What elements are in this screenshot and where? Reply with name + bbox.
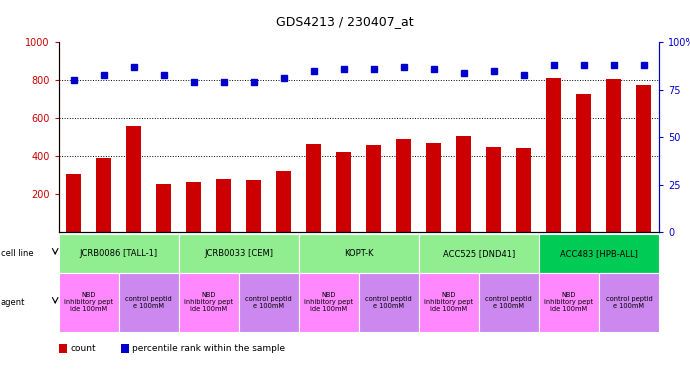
Bar (419, 234, 539, 273)
Text: agent: agent (1, 298, 25, 307)
Text: control peptid
e 100mM: control peptid e 100mM (606, 296, 652, 309)
Text: NBD
inhibitory pept
ide 100mM: NBD inhibitory pept ide 100mM (424, 292, 473, 313)
Bar (486, 147, 502, 232)
Text: ACC525 [DND41]: ACC525 [DND41] (443, 249, 515, 258)
Bar (126, 126, 141, 232)
Bar (121, 344, 129, 353)
Bar (96, 158, 111, 232)
Text: percentile rank within the sample: percentile rank within the sample (132, 344, 286, 353)
Text: NBD
inhibitory pept
ide 100mM: NBD inhibitory pept ide 100mM (304, 292, 353, 313)
Bar (179, 234, 299, 273)
Bar (539, 273, 599, 332)
Text: control peptid
e 100mM: control peptid e 100mM (486, 296, 532, 309)
Text: NBD
inhibitory pept
ide 100mM: NBD inhibitory pept ide 100mM (544, 292, 593, 313)
Bar (299, 273, 359, 332)
Bar (246, 180, 262, 232)
Bar (479, 273, 539, 332)
Bar (59, 273, 119, 332)
Text: GDS4213 / 230407_at: GDS4213 / 230407_at (276, 15, 414, 28)
Bar (179, 273, 239, 332)
Text: cell line: cell line (1, 249, 33, 258)
Bar (366, 145, 382, 232)
Bar (426, 143, 442, 232)
Text: JCRB0086 [TALL-1]: JCRB0086 [TALL-1] (79, 249, 158, 258)
Bar (516, 148, 531, 232)
Bar (336, 152, 351, 232)
Bar (306, 144, 322, 232)
Bar (59, 344, 67, 353)
Text: NBD
inhibitory pept
ide 100mM: NBD inhibitory pept ide 100mM (64, 292, 113, 313)
Bar (359, 273, 419, 332)
Text: count: count (70, 344, 96, 353)
Bar (239, 273, 299, 332)
Bar (156, 184, 171, 232)
Bar (216, 179, 231, 232)
Bar (636, 85, 651, 232)
Text: control peptid
e 100mM: control peptid e 100mM (366, 296, 412, 309)
Text: JCRB0033 [CEM]: JCRB0033 [CEM] (204, 249, 273, 258)
Bar (299, 234, 419, 273)
Bar (276, 170, 291, 232)
Text: control peptid
e 100mM: control peptid e 100mM (126, 296, 172, 309)
Bar (396, 139, 411, 232)
Bar (599, 273, 659, 332)
Bar (576, 94, 591, 232)
Bar (539, 234, 659, 273)
Bar (546, 78, 562, 232)
Bar (119, 273, 179, 332)
Bar (456, 136, 471, 232)
Bar (419, 273, 479, 332)
Bar (186, 182, 201, 232)
Text: ACC483 [HPB-ALL]: ACC483 [HPB-ALL] (560, 249, 638, 258)
Text: control peptid
e 100mM: control peptid e 100mM (246, 296, 292, 309)
Text: NBD
inhibitory pept
ide 100mM: NBD inhibitory pept ide 100mM (184, 292, 233, 313)
Text: KOPT-K: KOPT-K (344, 249, 373, 258)
Bar (59, 234, 179, 273)
Bar (66, 174, 81, 232)
Bar (607, 79, 622, 232)
